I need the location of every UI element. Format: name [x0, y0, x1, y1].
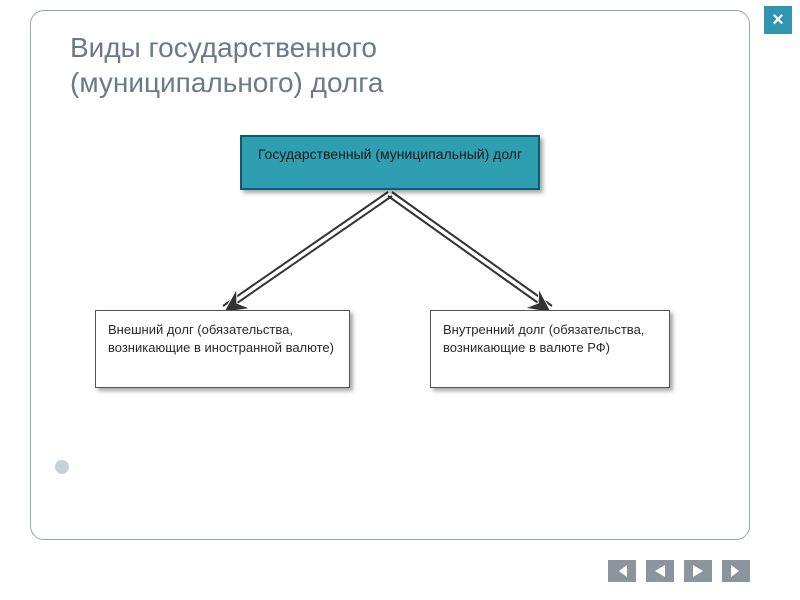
diagram-child-node-internal: Внутренний долг (обязательства, возникаю…: [430, 310, 670, 388]
diagram-root-node: Государственный (муниципальный) долг: [240, 135, 540, 190]
nav-first-button[interactable]: [608, 560, 636, 582]
first-icon: [615, 565, 629, 577]
prev-icon: [653, 565, 667, 577]
diagram-child-label: Внутренний долг (обязательства, возникаю…: [443, 322, 644, 355]
diagram-child-node-external: Внешний долг (обязательства, возникающие…: [95, 310, 350, 388]
slide-title: Виды государственного (муниципального) д…: [70, 30, 610, 100]
bullet-decoration: [55, 460, 69, 474]
last-icon: [729, 565, 743, 577]
nav-last-button[interactable]: [722, 560, 750, 582]
nav-next-button[interactable]: [684, 560, 712, 582]
close-icon: ×: [772, 9, 784, 32]
diagram-child-label: Внешний долг (обязательства, возникающие…: [108, 322, 334, 355]
nav-controls: [608, 560, 750, 582]
close-button[interactable]: ×: [764, 6, 792, 34]
nav-prev-button[interactable]: [646, 560, 674, 582]
next-icon: [691, 565, 705, 577]
diagram-root-label: Государственный (муниципальный) долг: [258, 146, 522, 162]
